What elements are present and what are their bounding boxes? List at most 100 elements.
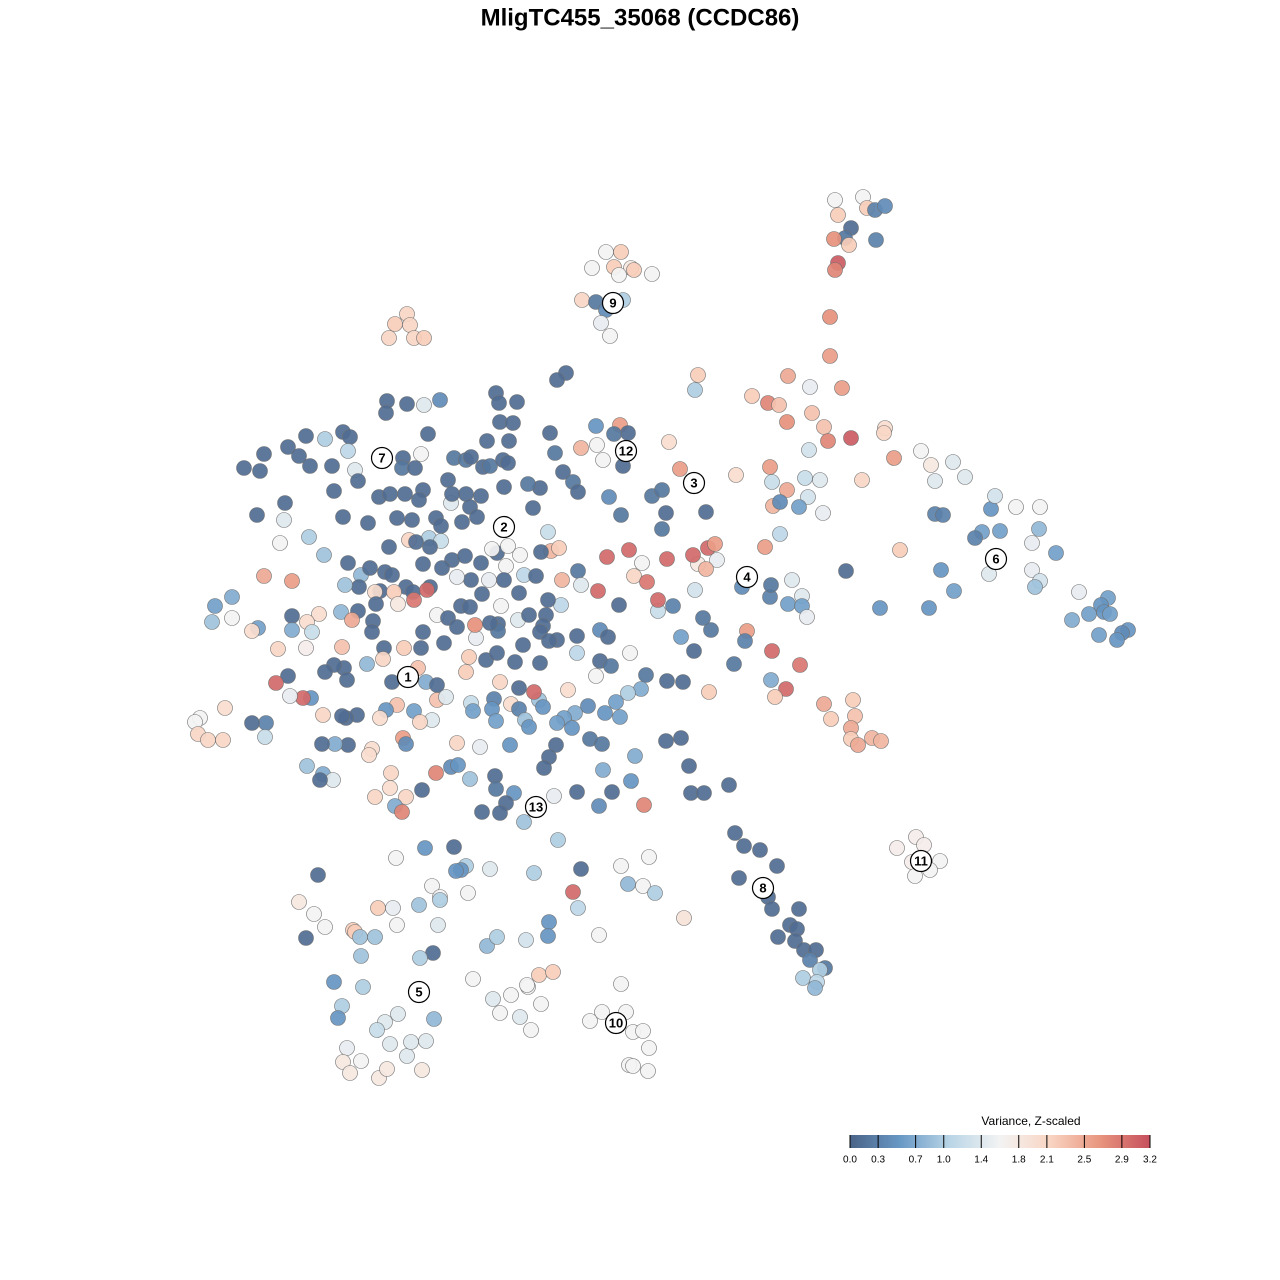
colorbar-tick-label: 2.9	[1115, 1155, 1129, 1166]
point	[465, 703, 481, 719]
point	[771, 397, 787, 413]
point	[489, 645, 505, 661]
point	[886, 450, 902, 466]
point	[291, 448, 307, 464]
point	[396, 640, 412, 656]
chart-title: MligTC455_35068 (CCDC86)	[481, 4, 800, 31]
point	[462, 771, 478, 787]
point	[415, 556, 431, 572]
point	[816, 419, 832, 435]
cluster-marker	[735, 565, 759, 589]
point	[389, 917, 405, 933]
cluster-label: 11	[914, 853, 928, 868]
point	[244, 623, 260, 639]
point	[780, 596, 796, 612]
point	[469, 509, 485, 525]
point	[385, 900, 401, 916]
point	[608, 694, 624, 710]
point	[324, 458, 340, 474]
point	[812, 472, 828, 488]
point	[597, 705, 613, 721]
point	[314, 736, 330, 752]
point	[946, 583, 962, 599]
point	[661, 434, 677, 450]
point	[342, 429, 358, 445]
point	[927, 473, 943, 489]
point	[658, 505, 674, 521]
point	[1024, 562, 1040, 578]
point	[352, 929, 368, 945]
point	[503, 987, 519, 1003]
colorbar-tick-label: 2.1	[1040, 1155, 1054, 1166]
point	[498, 558, 514, 574]
point	[548, 737, 564, 753]
point	[413, 446, 429, 462]
point	[791, 901, 807, 917]
point	[873, 733, 889, 749]
point	[602, 328, 618, 344]
point	[620, 425, 636, 441]
colorbar-tick-label: 1.0	[937, 1155, 951, 1166]
point	[419, 582, 435, 598]
point	[474, 586, 490, 602]
point	[375, 651, 391, 667]
point	[224, 589, 240, 605]
point	[841, 237, 857, 253]
point	[593, 315, 609, 331]
point	[372, 710, 388, 726]
point	[728, 467, 744, 483]
point	[595, 452, 611, 468]
point	[823, 711, 839, 727]
colorbar-tick-label: 2.5	[1077, 1155, 1091, 1166]
point	[256, 568, 272, 584]
point	[536, 760, 552, 776]
point	[569, 645, 585, 661]
point	[528, 568, 544, 584]
point	[764, 643, 780, 659]
point	[546, 788, 562, 804]
point	[361, 747, 377, 763]
point	[541, 633, 557, 649]
point	[1071, 584, 1087, 600]
point	[440, 472, 456, 488]
point	[407, 460, 423, 476]
point	[404, 512, 420, 528]
point	[957, 469, 973, 485]
point	[696, 785, 712, 801]
point	[335, 1054, 351, 1070]
point	[721, 777, 737, 793]
point	[526, 684, 542, 700]
point	[467, 617, 483, 633]
point	[1032, 499, 1048, 515]
point	[382, 780, 398, 796]
cluster-marker	[984, 547, 1008, 571]
point	[582, 1013, 598, 1029]
point	[620, 685, 636, 701]
point	[589, 437, 605, 453]
point	[433, 518, 449, 534]
point	[488, 713, 504, 729]
point	[967, 530, 983, 546]
point	[634, 555, 650, 571]
point	[540, 592, 556, 608]
point	[574, 292, 590, 308]
cluster-label: 8	[759, 880, 766, 895]
point	[1064, 612, 1080, 628]
point	[299, 758, 315, 774]
point	[272, 535, 288, 551]
point	[802, 952, 818, 968]
cluster-label: 2	[500, 519, 507, 534]
point	[547, 445, 563, 461]
point	[367, 789, 383, 805]
point	[217, 700, 233, 716]
point	[481, 572, 497, 588]
point	[935, 507, 951, 523]
point	[444, 486, 460, 502]
point	[291, 894, 307, 910]
point	[463, 449, 479, 465]
point	[647, 885, 663, 901]
point	[482, 861, 498, 877]
point	[236, 460, 252, 476]
point	[487, 768, 503, 784]
point	[542, 425, 558, 441]
